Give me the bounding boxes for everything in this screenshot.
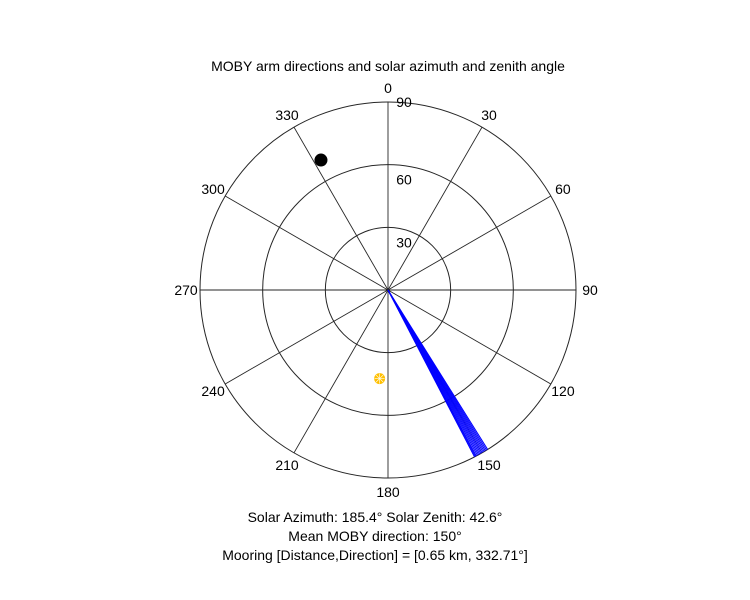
theta-tick-label: 180 bbox=[376, 484, 400, 500]
solar-caption: Solar Azimuth: 185.4° Solar Zenith: 42.6… bbox=[247, 509, 503, 525]
moby-arm-line bbox=[387, 289, 475, 458]
theta-tick-label: 270 bbox=[174, 282, 198, 298]
chart-title: MOBY arm directions and solar azimuth an… bbox=[211, 58, 565, 74]
mooring-caption: Mooring [Distance,Direction] = [0.65 km,… bbox=[222, 547, 528, 563]
theta-tick-label: 240 bbox=[201, 383, 225, 399]
r-tick-label: 30 bbox=[396, 234, 412, 250]
sun-marker bbox=[374, 373, 386, 385]
theta-tick-label: 330 bbox=[275, 107, 299, 123]
theta-tick-label: 120 bbox=[551, 383, 575, 399]
mooring-marker bbox=[314, 153, 328, 167]
moby-direction-caption: Mean MOBY direction: 150° bbox=[288, 528, 462, 544]
r-tick-labels: 30 60 90 bbox=[396, 94, 412, 250]
theta-tick-labels: 0 30 60 90 120 150 180 210 240 270 300 330 bbox=[174, 80, 598, 500]
theta-tick-label: 90 bbox=[582, 282, 598, 298]
r-tick-label: 90 bbox=[396, 94, 412, 110]
theta-tick-label: 210 bbox=[275, 457, 299, 473]
theta-tick-label: 60 bbox=[555, 181, 571, 197]
theta-tick-label: 30 bbox=[481, 107, 497, 123]
theta-tick-label: 0 bbox=[384, 80, 392, 96]
theta-tick-label: 150 bbox=[477, 457, 501, 473]
moby-arm-lines bbox=[387, 289, 489, 458]
sun-ray bbox=[375, 374, 384, 383]
markers bbox=[314, 153, 386, 385]
theta-tick-label: 300 bbox=[201, 181, 225, 197]
r-tick-label: 60 bbox=[396, 172, 412, 188]
